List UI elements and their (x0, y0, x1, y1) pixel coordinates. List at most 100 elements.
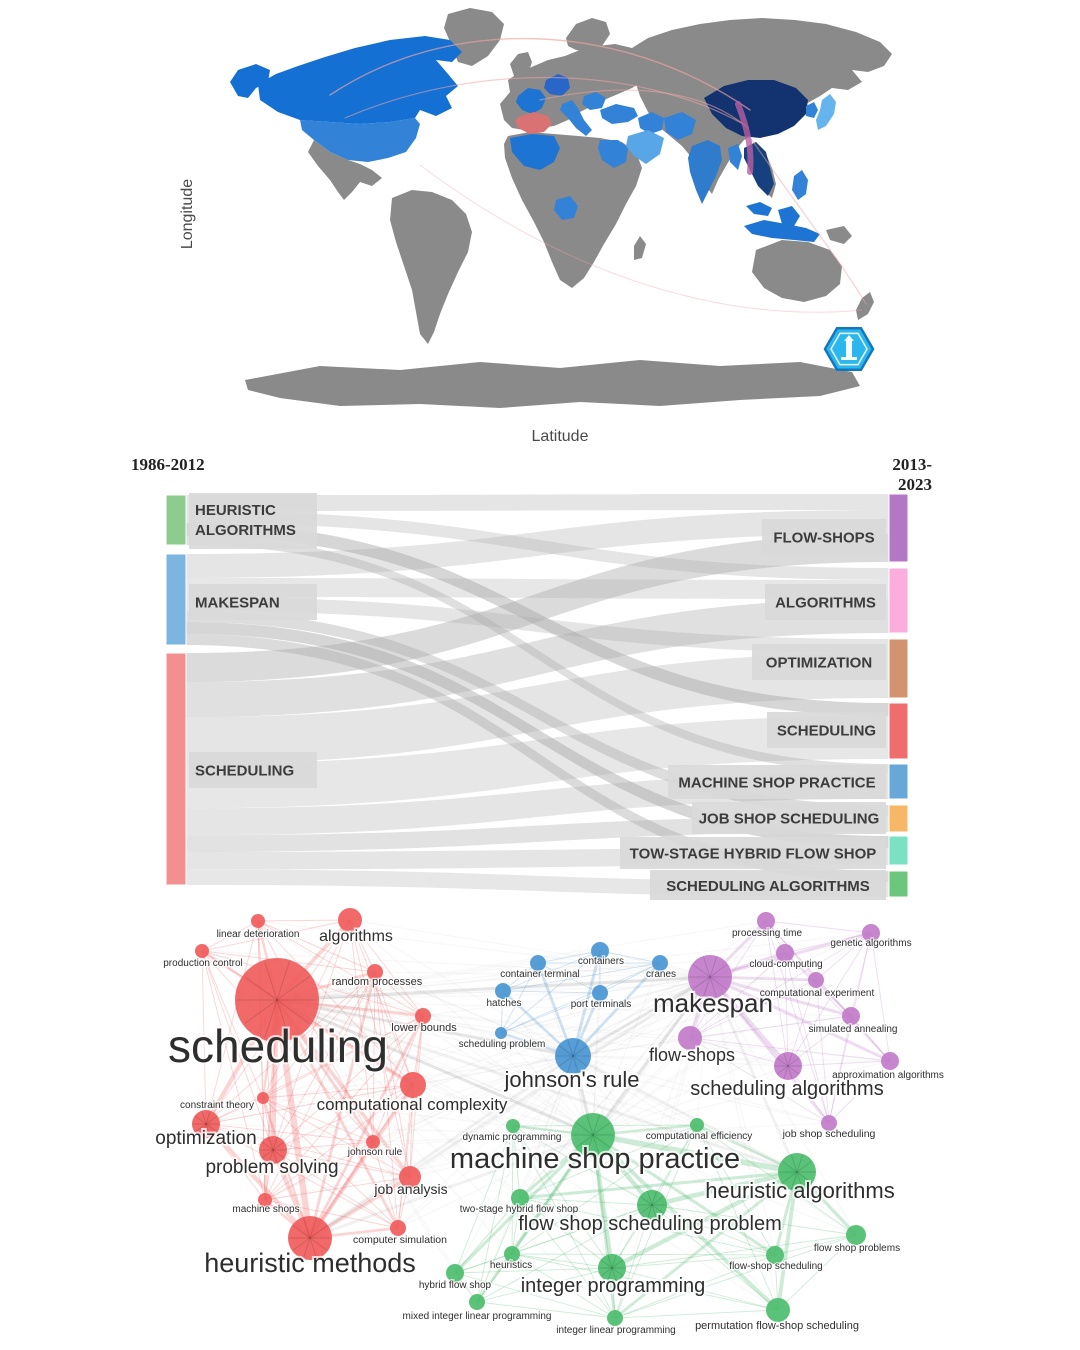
sankey-node-left-makespan (165, 553, 187, 646)
network-edge-green (454, 1197, 521, 1274)
network-edge-cross (276, 999, 857, 1236)
network-edge-red (374, 971, 411, 1178)
network-label-makespan: makespan (653, 988, 773, 1018)
network-edge-green (511, 1253, 776, 1256)
network-label-permutation-flow-shop-scheduling: permutation flow-shop scheduling (695, 1320, 859, 1332)
network-edge-red (201, 950, 266, 1201)
network-edge-cross (264, 976, 711, 1201)
network-label-port-terminals: port terminals (571, 999, 632, 1010)
network-edge-green (511, 1125, 514, 1255)
sankey-node-right-algorithms (888, 567, 909, 634)
network-edge-cross (374, 971, 711, 978)
network-edge-cross (276, 992, 601, 1001)
network-edge-cross (409, 1134, 594, 1178)
network-node-algorithms (338, 908, 362, 932)
network-edge-cross (276, 999, 616, 1319)
network-edge-green (511, 1253, 613, 1269)
network-edge-cross (572, 1054, 798, 1174)
sankey-label-box-optimization (752, 644, 886, 680)
network-edge-red (349, 919, 411, 1178)
network-label-cranes: cranes (646, 969, 676, 980)
network-label-johnson-s-rule: johnson's rule (503, 1067, 639, 1092)
network-label-job-shop-scheduling: job shop scheduling (782, 1128, 876, 1140)
network-edge-cross (276, 950, 601, 1001)
network-edge-green (614, 1234, 857, 1319)
network-edge-red (205, 1123, 374, 1143)
network-node-permutation-flow-shop-scheduling (766, 1298, 790, 1322)
network-label-two-stage-hybrid-flow-shop: two-stage hybrid flow shop (460, 1204, 579, 1215)
sankey-label-scheduling-algorithms: SCHEDULING ALGORITHMS (666, 878, 870, 895)
network-edge-blue (500, 992, 601, 1034)
keyword-network-panel: scheduling algorithms linear deterioration… (0, 900, 1080, 1350)
network-edge-red (374, 971, 424, 1017)
network-edge-purple (689, 1037, 789, 1067)
sankey-flow-heuristic-algorithms-to-scheduling (186, 523, 889, 716)
network-edge-cross (276, 999, 852, 1017)
network-edge-cross (276, 920, 767, 1001)
map-collaboration-arc-2 (539, 89, 749, 129)
network-edge-red (264, 1015, 424, 1201)
sankey-right-period-label: 2013-2023 (892, 455, 932, 494)
sankey-label-flow-shops: FLOW-SHOPS (773, 530, 874, 547)
sankey-flow-makespan-to-job-shop-scheduling (186, 611, 889, 816)
network-label-optimization: optimization (155, 1128, 256, 1149)
network-edge-blue (500, 962, 539, 1034)
sankey-label-heuristic-algorithms: HEURISTIC ALGORITHMS (195, 502, 296, 539)
network-edge-blue (537, 962, 601, 994)
map-collaboration-arc-1 (344, 76, 746, 126)
network-edge-red (264, 1084, 414, 1201)
network-edge-red (204, 1122, 312, 1240)
network-edge-green (511, 1204, 653, 1255)
network-node-scheduling (235, 958, 319, 1042)
network-edge-red (372, 1015, 424, 1143)
map-region-balkans (582, 92, 606, 110)
network-edge-cross (592, 1065, 789, 1136)
network-edge-cross (257, 920, 594, 1136)
network-edge-green (774, 1234, 857, 1256)
sankey-flow-heuristic-algorithms-to-algorithms (186, 511, 889, 580)
network-edge-green (651, 1204, 779, 1311)
network-label-scheduling-algorithms: scheduling algorithms (690, 1078, 883, 1100)
network-edge-green (454, 1267, 613, 1274)
network-node-flow-shop-scheduling-problem (637, 1190, 667, 1220)
network-edge-red (257, 920, 376, 973)
network-label-linear-deterioration: linear deterioration (217, 929, 300, 940)
network-edge-green (512, 1125, 616, 1319)
network-label-computational-experiment: computational experiment (760, 988, 875, 999)
world-map-panel: Longitude Latitude (0, 0, 1080, 455)
network-edge-purple (784, 952, 789, 1067)
network-node-cranes (652, 955, 668, 971)
network-label-mixed-integer-linear-programming: mixed integer linear programming (403, 1311, 552, 1322)
network-edge-red (272, 1015, 424, 1151)
network-node-flow-shop-problems (846, 1225, 866, 1245)
network-edge-red (262, 1084, 414, 1099)
network-edge-cross (519, 1055, 574, 1199)
network-edge-red (349, 919, 424, 1017)
network-edge-cross (262, 976, 711, 1099)
network-edge-purple (815, 932, 872, 981)
map-region-northwest-africa (510, 134, 560, 170)
network-node-production-control (195, 944, 209, 958)
network-edge-purple (828, 1060, 891, 1124)
network-node-two-stage-hybrid-flow-shop (511, 1189, 529, 1207)
network-edge-cross (709, 976, 857, 1236)
network-edge-cross (276, 999, 698, 1126)
sankey-left-period-label: 1986-2012 (131, 455, 205, 474)
sankey-label-box-scheduling (767, 712, 886, 748)
map-region-france (516, 88, 546, 114)
network-label-heuristic-algorithms: heuristic algorithms (705, 1178, 895, 1203)
network-edge-cross (572, 920, 767, 1057)
network-edge-cross (276, 999, 779, 1311)
network-edge-green (611, 1267, 779, 1311)
network-edge-cross (412, 1084, 594, 1136)
network-label-flow-shops: flow-shops (649, 1045, 735, 1065)
network-edge-cross (511, 1055, 574, 1255)
network-edge-green (776, 1171, 799, 1311)
network-edge-red (397, 1015, 424, 1229)
network-edge-green (511, 1124, 698, 1255)
network-node-johnson-s-rule (555, 1038, 591, 1074)
network-label-integer-programming: integer programming (521, 1275, 706, 1297)
sankey-node-left-heuristic-algorithms (165, 494, 187, 546)
network-edge-red (264, 1199, 399, 1229)
network-edge-green (454, 1272, 616, 1319)
